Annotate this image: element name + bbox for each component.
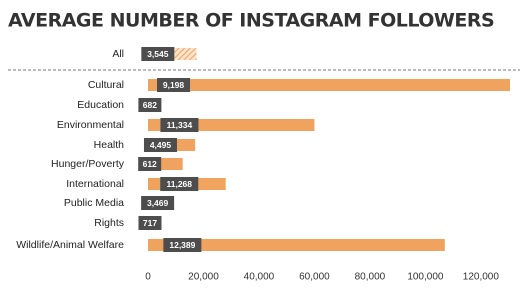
value-label: 11,334 — [167, 120, 193, 130]
value-label: 3,545 — [147, 49, 169, 59]
value-label: 4,495 — [150, 140, 172, 150]
category-label: Cultural — [88, 79, 124, 91]
x-tick-label: 100,000 — [407, 272, 444, 283]
category-label: All — [112, 48, 124, 60]
category-label: International — [66, 178, 124, 190]
bar — [148, 239, 445, 251]
value-box — [138, 157, 162, 171]
chart-title: AVERAGE NUMBER OF INSTAGRAM FOLLOWERS — [8, 10, 494, 32]
value-box — [141, 196, 175, 210]
value-box — [160, 118, 199, 132]
value-label: 717 — [143, 218, 157, 228]
x-tick-label: 80,000 — [355, 272, 386, 283]
value-box — [138, 98, 162, 112]
value-label: 12,389 — [169, 240, 195, 250]
value-label: 9,198 — [163, 80, 185, 90]
bar — [148, 79, 510, 91]
category-label: Wildlife/Animal Welfare — [16, 239, 124, 251]
value-label: 3,469 — [147, 198, 169, 208]
value-label: 11,268 — [166, 179, 192, 189]
x-tick-label: 0 — [145, 272, 151, 283]
category-label: Public Media — [64, 197, 124, 209]
category-label: Hunger/Poverty — [51, 158, 125, 170]
value-box — [141, 47, 175, 61]
x-tick-label: 40,000 — [244, 272, 275, 283]
x-tick-label: 60,000 — [299, 272, 330, 283]
category-label: Health — [94, 139, 125, 151]
value-box — [143, 138, 177, 152]
category-label: Education — [77, 99, 124, 111]
category-label: Rights — [94, 217, 124, 229]
value-box — [163, 238, 202, 252]
value-box — [160, 177, 199, 191]
x-tick-label: 20,000 — [188, 272, 219, 283]
value-box — [157, 78, 191, 92]
category-label: Environmental — [57, 119, 124, 131]
value-label: 612 — [143, 159, 157, 169]
value-box — [138, 216, 162, 230]
value-label: 682 — [143, 100, 157, 110]
x-tick-label: 120,000 — [463, 272, 500, 283]
